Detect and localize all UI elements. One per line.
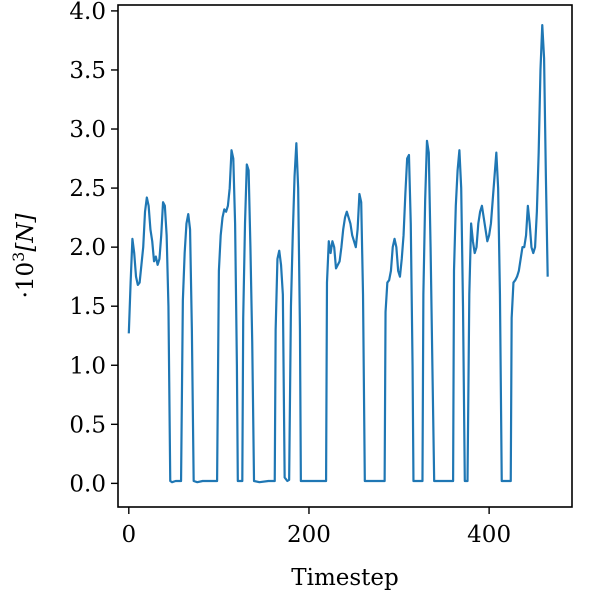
x-tick-label: 400 <box>467 522 511 548</box>
plot-area <box>127 23 549 484</box>
x-axis-label: Timestep <box>291 565 399 591</box>
y-tick-label: 0.5 <box>69 412 106 438</box>
y-axis-label-unit: [N] <box>13 214 39 252</box>
y-tick-label: 0.0 <box>69 471 106 497</box>
y-tick-label: 2.0 <box>69 235 106 261</box>
y-tick-label: 2.5 <box>69 176 106 202</box>
x-tick-label: 0 <box>121 522 136 548</box>
y-tick-label: 4.0 <box>69 0 106 25</box>
y-tick-label: 1.0 <box>69 353 106 379</box>
y-tick-label: 3.0 <box>69 117 106 143</box>
x-tick-label: 200 <box>287 522 331 548</box>
y-axis-label-exponent: 3 <box>9 252 28 262</box>
y-tick-label: 1.5 <box>69 294 106 320</box>
y-axis-label-prefix: ·10 <box>13 262 39 299</box>
axes: 0.0 0.5 1.0 1.5 2.0 2.5 3.0 3.5 4.0 0 200 400 <box>69 0 573 548</box>
y-tick-label: 3.5 <box>69 58 106 84</box>
plot-frame <box>117 4 573 508</box>
y-axis-label: ·103[N] <box>9 214 39 299</box>
series-line-0 <box>127 23 549 484</box>
